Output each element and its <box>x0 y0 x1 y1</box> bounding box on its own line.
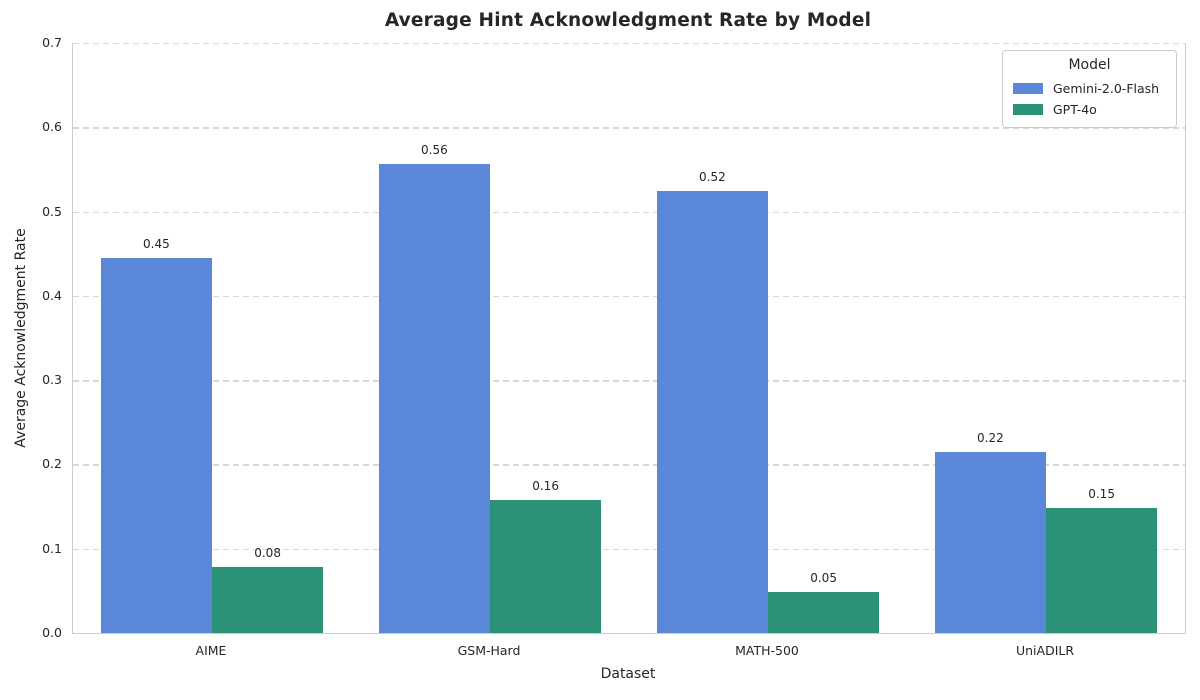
x-tick-label-math-500: MATH-500 <box>735 643 799 658</box>
plot-area: 0.45 0.56 0.52 0.22 0.08 0.16 0.05 0.15 <box>72 43 1186 634</box>
legend: Model Gemini-2.0-Flash GPT-4o <box>1002 50 1177 128</box>
gridline <box>73 548 1185 551</box>
x-tick-label-aime: AIME <box>195 643 227 658</box>
gridline <box>73 211 1185 213</box>
bar-value-label: 0.08 <box>254 546 281 561</box>
gridline <box>73 464 1185 466</box>
y-tick-label: 0.5 <box>42 203 62 219</box>
bar-gemini-2-0-flash-uniadilr <box>934 451 1046 633</box>
y-tick-label: 0.7 <box>42 34 62 50</box>
y-axis-label: Average Acknowledgment Rate <box>13 228 29 448</box>
gridline <box>73 295 1185 298</box>
legend-entry-label: Gemini-2.0-Flash <box>1053 81 1160 96</box>
gridline <box>73 43 1185 45</box>
bar-value-label: 0.22 <box>977 430 1004 445</box>
x-axis-label: Dataset <box>600 666 656 682</box>
bar-value-label: 0.56 <box>421 142 448 157</box>
bar-gemini-2-0-flash-gsm-hard <box>378 163 490 633</box>
bar-gpt-4o-uniadilr <box>1046 508 1158 633</box>
y-tick-label: 0.0 <box>42 624 62 640</box>
y-tick-label: 0.4 <box>42 287 62 303</box>
legend-entry: GPT-4o <box>1003 99 1176 120</box>
y-tick-label: 0.1 <box>42 540 62 556</box>
bar-gpt-4o-gsm-hard <box>490 499 602 633</box>
bar-value-label: 0.52 <box>699 170 726 185</box>
bar-value-label: 0.45 <box>143 236 170 251</box>
x-tick-label-uniadilr: UniADILR <box>1015 643 1075 658</box>
y-tick-label: 0.6 <box>42 119 62 135</box>
bar-value-label: 0.16 <box>532 478 559 493</box>
bar-value-label: 0.05 <box>810 570 837 585</box>
bar-gpt-4o-aime <box>212 567 324 633</box>
bar-gpt-4o-math-500 <box>768 591 880 633</box>
legend-title: Model <box>1068 57 1111 73</box>
gridline <box>73 127 1185 129</box>
legend-entries: Gemini-2.0-Flash GPT-4o <box>1003 78 1176 120</box>
bar-gemini-2-0-flash-math-500 <box>656 191 768 633</box>
bar-value-label: 0.15 <box>1088 487 1115 502</box>
gridline <box>73 380 1185 382</box>
legend-swatch-icon <box>1013 104 1043 115</box>
legend-swatch-icon <box>1013 83 1043 94</box>
x-tick-label-gsm-hard: GSM-Hard <box>457 643 521 658</box>
y-tick-label: 0.3 <box>42 371 62 387</box>
chart-title: Average Hint Acknowledgment Rate by Mode… <box>384 10 872 31</box>
legend-entry: Gemini-2.0-Flash <box>1003 78 1176 99</box>
bar-gemini-2-0-flash-aime <box>100 257 212 633</box>
legend-entry-label: GPT-4o <box>1053 102 1097 117</box>
y-tick-label: 0.2 <box>42 456 62 472</box>
